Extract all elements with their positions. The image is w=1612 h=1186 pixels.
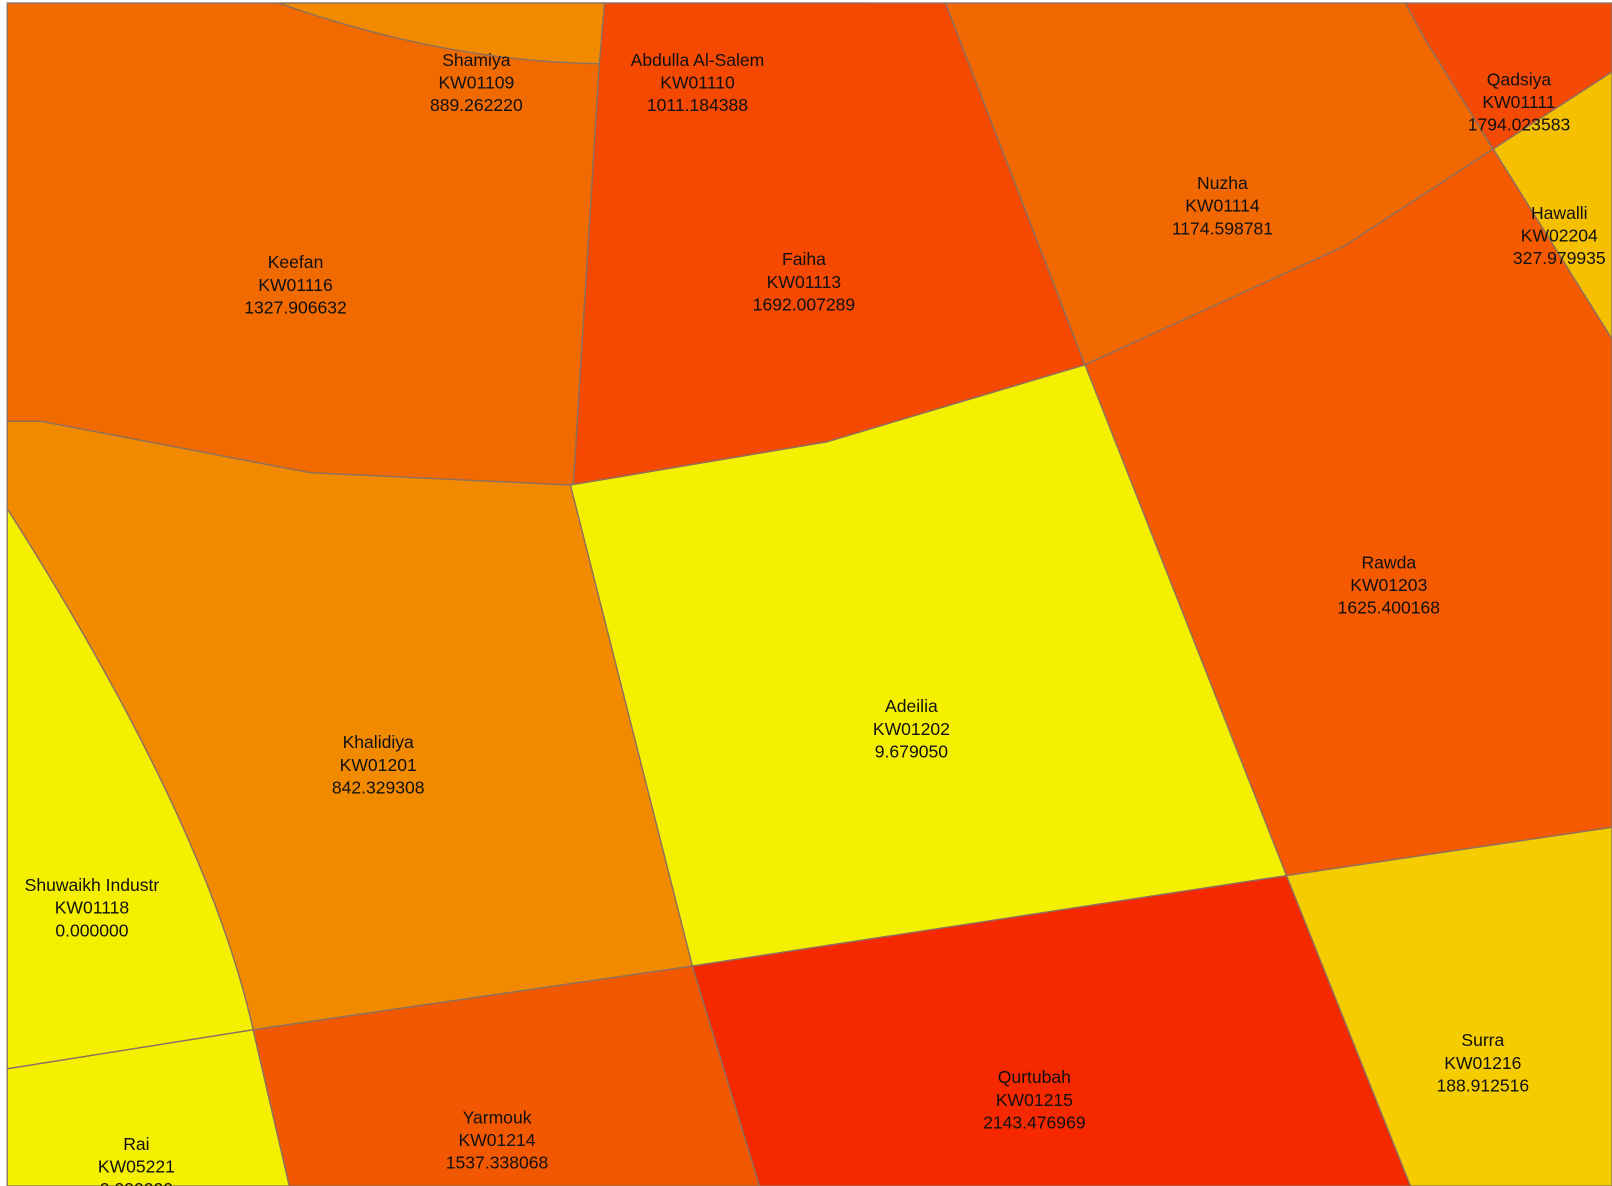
region-value: 327.979935 <box>1513 248 1606 268</box>
region-code: KW05221 <box>98 1157 175 1177</box>
region-value: 2143.476969 <box>983 1112 1085 1132</box>
region-value: 9.679050 <box>875 741 948 761</box>
region-name: Yarmouk <box>463 1107 532 1127</box>
region-name: Rai <box>123 1134 149 1154</box>
region-code: KW01109 <box>438 72 514 92</box>
region-code: KW01214 <box>458 1130 535 1150</box>
region-value: 1011.184388 <box>647 95 748 115</box>
region-name: Abdulla Al-Salem <box>631 50 765 70</box>
region-surra <box>1285 826 1612 1186</box>
region-name: Faiha <box>782 249 826 269</box>
region-name: Shamiya <box>442 50 511 70</box>
region-name: Qurtubah <box>998 1067 1071 1087</box>
region-name: Surra <box>1461 1030 1504 1050</box>
region-code: KW01201 <box>340 755 417 775</box>
region-name: Shuwaikh Industr <box>25 875 160 895</box>
region-name: Adeilia <box>885 696 938 716</box>
region-value: 1537.338068 <box>446 1153 548 1173</box>
region-code: KW01110 <box>660 72 735 92</box>
region-value: 1625.400168 <box>1338 598 1440 618</box>
region-yarmouk <box>252 965 761 1186</box>
region-value: 1794.023583 <box>1468 115 1570 135</box>
region-qurtubah <box>691 874 1412 1186</box>
region-value: 0.000000 <box>100 1179 173 1186</box>
region-code: KW01215 <box>996 1090 1073 1110</box>
region-keefan <box>6 2 606 486</box>
region-value: 1327.906632 <box>244 298 346 318</box>
region-value: 1692.007289 <box>753 294 855 314</box>
region-code: KW02204 <box>1521 226 1598 246</box>
region-value: 889.262220 <box>430 95 523 115</box>
region-code: KW01116 <box>258 275 332 295</box>
region-code: KW01202 <box>873 719 950 739</box>
region-code: KW01113 <box>767 272 841 292</box>
region-name: Khalidiya <box>343 732 414 752</box>
region-code: KW01216 <box>1444 1053 1521 1073</box>
region-code: KW01203 <box>1350 575 1427 595</box>
region-name: Nuzha <box>1197 173 1248 193</box>
region-rai <box>6 1029 291 1186</box>
region-shuwaikh <box>6 506 254 1070</box>
region-value: 0.000000 <box>55 920 128 940</box>
region-value: 188.912516 <box>1436 1075 1529 1095</box>
region-value: 842.329308 <box>332 777 425 797</box>
region-code: KW01114 <box>1185 196 1260 216</box>
region-name: Hawalli <box>1531 203 1588 223</box>
region-name: Keefan <box>268 252 324 272</box>
region-name: Rawda <box>1361 552 1416 572</box>
region-value: 1174.598781 <box>1172 218 1273 238</box>
region-code: KW01118 <box>55 898 129 918</box>
region-code: KW01111 <box>1482 92 1555 112</box>
region-name: Qadsiya <box>1487 69 1552 89</box>
